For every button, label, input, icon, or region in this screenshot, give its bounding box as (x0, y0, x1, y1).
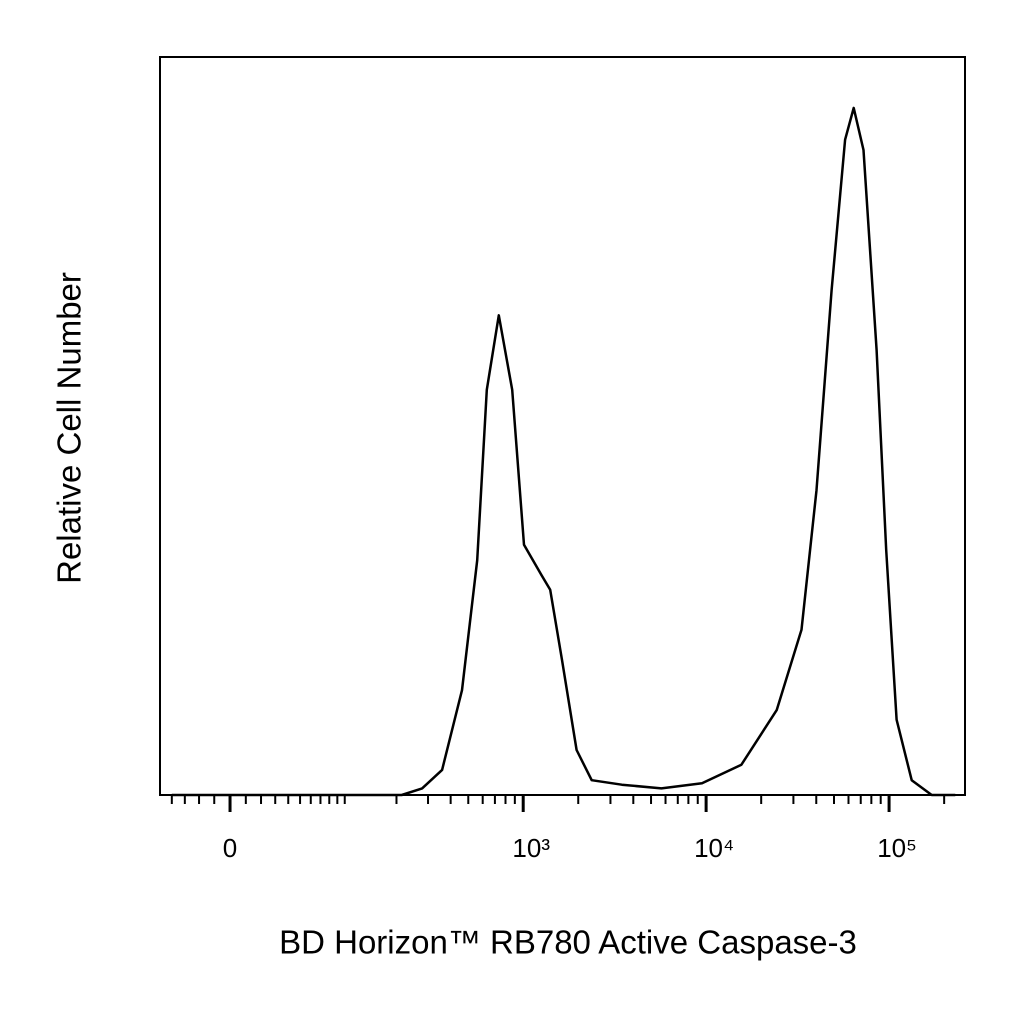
x-tick-label: 10³ (512, 833, 550, 863)
plot-frame (159, 56, 966, 796)
x-tick-label: 10⁴ (694, 833, 734, 863)
histogram-line (171, 106, 956, 797)
x-tick-label: 10⁵ (877, 833, 917, 863)
x-axis-title: BD Horizon™ RB780 Active Caspase-3 (279, 924, 857, 961)
y-axis-title: Relative Cell Number (51, 272, 88, 584)
x-tick-label: 0 (223, 833, 237, 863)
